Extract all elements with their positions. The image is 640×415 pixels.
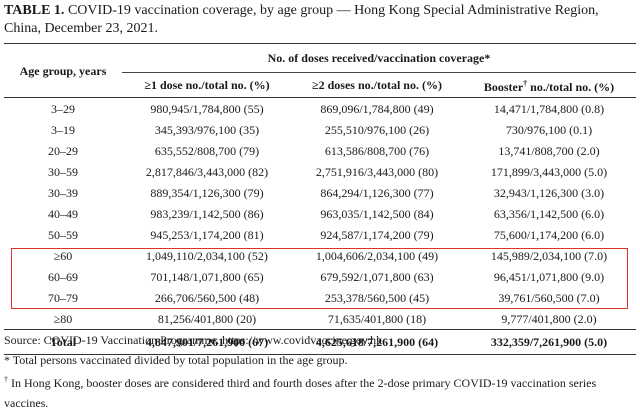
table-row: 40–49 983,239/1,142,500 (86) 963,035/1,142…: [4, 203, 636, 224]
table-row: 3–19 345,393/976,100 (35) 255,510/976,100 …: [4, 119, 636, 140]
table-cell: 40–49: [48, 206, 78, 221]
table-label: TABLE 1.: [4, 3, 65, 18]
table-row: 50–59 945,253/1,174,200 (81) 924,587/1,174…: [4, 224, 636, 245]
table-cell: 701,148/1,071,800 (65): [150, 269, 264, 284]
table-cell: ≥60: [53, 248, 73, 263]
table-cell: 679,592/1,071,800 (63): [320, 269, 434, 284]
table-cell: ≥80: [53, 311, 73, 326]
table-cell: 635,552/808,700 (79): [154, 143, 260, 158]
table-cell: 30–39: [48, 185, 78, 200]
table-row: 60–69 701,148/1,071,800 (65) 679,592/1,071…: [4, 266, 636, 287]
table-cell: 1,049,110/2,034,100 (52): [146, 248, 268, 263]
footnotes: Source: COVID-19 Vaccination Programme. …: [4, 330, 636, 413]
table-cell: 75,600/1,174,200 (6.0): [493, 227, 605, 242]
table-cell: 4,625,618/7,261,900 (64): [292, 329, 462, 355]
table-cell: 39,761/560,500 (7.0): [498, 290, 600, 305]
table-cell: 255,510/976,100 (26): [324, 122, 430, 137]
table-cell: 3–19: [51, 122, 75, 137]
table-row: 70–79 266,706/560,500 (48) 253,378/560,500…: [4, 287, 636, 308]
table-row: ≥80 81,256/401,800 (20) 71,635/401,800 (18…: [4, 308, 636, 330]
table-title: TABLE 1. COVID-19 vaccination coverage, …: [4, 2, 638, 38]
table-cell: 332,359/7,261,900 (5.0): [462, 329, 636, 355]
table-cell: 20–29: [48, 143, 78, 158]
table-cell: 924,587/1,174,200 (79): [320, 227, 434, 242]
table-cell: 980,945/1,784,800 (55): [150, 101, 264, 116]
table-cell: 869,096/1,784,800 (49): [320, 101, 434, 116]
table-cell: 613,586/808,700 (76): [324, 143, 430, 158]
table-cell: 70–79: [48, 290, 78, 305]
table-cell: 9,777/401,800 (2.0): [501, 311, 597, 326]
table-cell: 145,989/2,034,100 (7.0): [490, 248, 608, 263]
table-cell: 63,356/1,142,500 (6.0): [493, 206, 605, 221]
table-cell: 2,751,916/3,443,000 (80): [315, 164, 439, 179]
source-note: Source: COVID-19 Vaccination Programme. …: [4, 333, 383, 347]
table-cell: 253,378/560,500 (45): [324, 290, 430, 305]
table-cell: 171,899/3,443,000 (5.0): [490, 164, 608, 179]
table-cell: 730/976,100 (0.1): [505, 122, 593, 137]
table-cell: 963,035/1,142,500 (84): [320, 206, 434, 221]
table-row: ≥60 1,049,110/2,034,100 (52) 1,004,606/2,0…: [4, 245, 636, 266]
table-cell: 889,354/1,126,300 (79): [150, 185, 264, 200]
table-row: 30–59 2,817,846/3,443,000 (82) 2,751,916/3…: [4, 161, 636, 182]
table-cell: 945,253/1,174,200 (81): [150, 227, 264, 242]
table-cell: 2,817,846/3,443,000 (82): [145, 164, 269, 179]
booster-header: Booster† no./total no. (%): [462, 72, 636, 98]
vaccination-table: Age group, years No. of doses received/v…: [4, 43, 636, 355]
table-cell: 32,943/1,126,300 (3.0): [493, 185, 605, 200]
booster-footnote: † In Hong Kong, booster doses are consid…: [4, 375, 597, 410]
table-row: 30–39 889,354/1,126,300 (79) 864,294/1,126…: [4, 182, 636, 203]
table-caption: COVID-19 vaccination coverage, by age gr…: [4, 3, 599, 36]
coverage-footnote: * Total persons vaccinated divided by to…: [4, 353, 348, 367]
table-row: 20–29 635,552/808,700 (79) 613,586/808,700…: [4, 140, 636, 161]
table-cell: 30–59: [48, 164, 78, 179]
two-doses-header: ≥2 doses no./total no. (%): [292, 72, 462, 98]
table-cell: 345,393/976,100 (35): [154, 122, 260, 137]
table-cell: 14,471/1,784,800 (0.8): [493, 101, 605, 116]
one-dose-header: ≥1 dose no./total no. (%): [122, 72, 292, 98]
dagger-mark: †: [523, 78, 528, 88]
table-cell: 983,239/1,142,500 (86): [150, 206, 264, 221]
table-cell: Total: [4, 329, 122, 355]
table-row: 3–29 980,945/1,784,800 (55) 869,096/1,784,…: [4, 98, 636, 120]
age-group-header: Age group, years: [4, 43, 122, 98]
table-cell: 13,741/808,700 (2.0): [498, 143, 600, 158]
table-cell: 60–69: [48, 269, 78, 284]
table-cell: 4,847,901/7,261,900 (67): [122, 329, 292, 355]
table-cell: 266,706/560,500 (48): [154, 290, 260, 305]
table-cell: 71,635/401,800 (18): [327, 311, 427, 326]
dagger-mark: †: [4, 375, 8, 384]
doses-group-header: No. of doses received/vaccination covera…: [122, 43, 636, 73]
table-cell: 1,004,606/2,034,100 (49): [315, 248, 439, 263]
table-cell: 3–29: [51, 101, 75, 116]
table-cell: 50–59: [48, 227, 78, 242]
table-cell: 96,451/1,071,800 (9.0): [493, 269, 605, 284]
table-cell: 864,294/1,126,300 (77): [320, 185, 434, 200]
table-cell: 81,256/401,800 (20): [157, 311, 257, 326]
total-row: Total 4,847,901/7,261,900 (67) 4,625,618/7…: [4, 329, 636, 355]
